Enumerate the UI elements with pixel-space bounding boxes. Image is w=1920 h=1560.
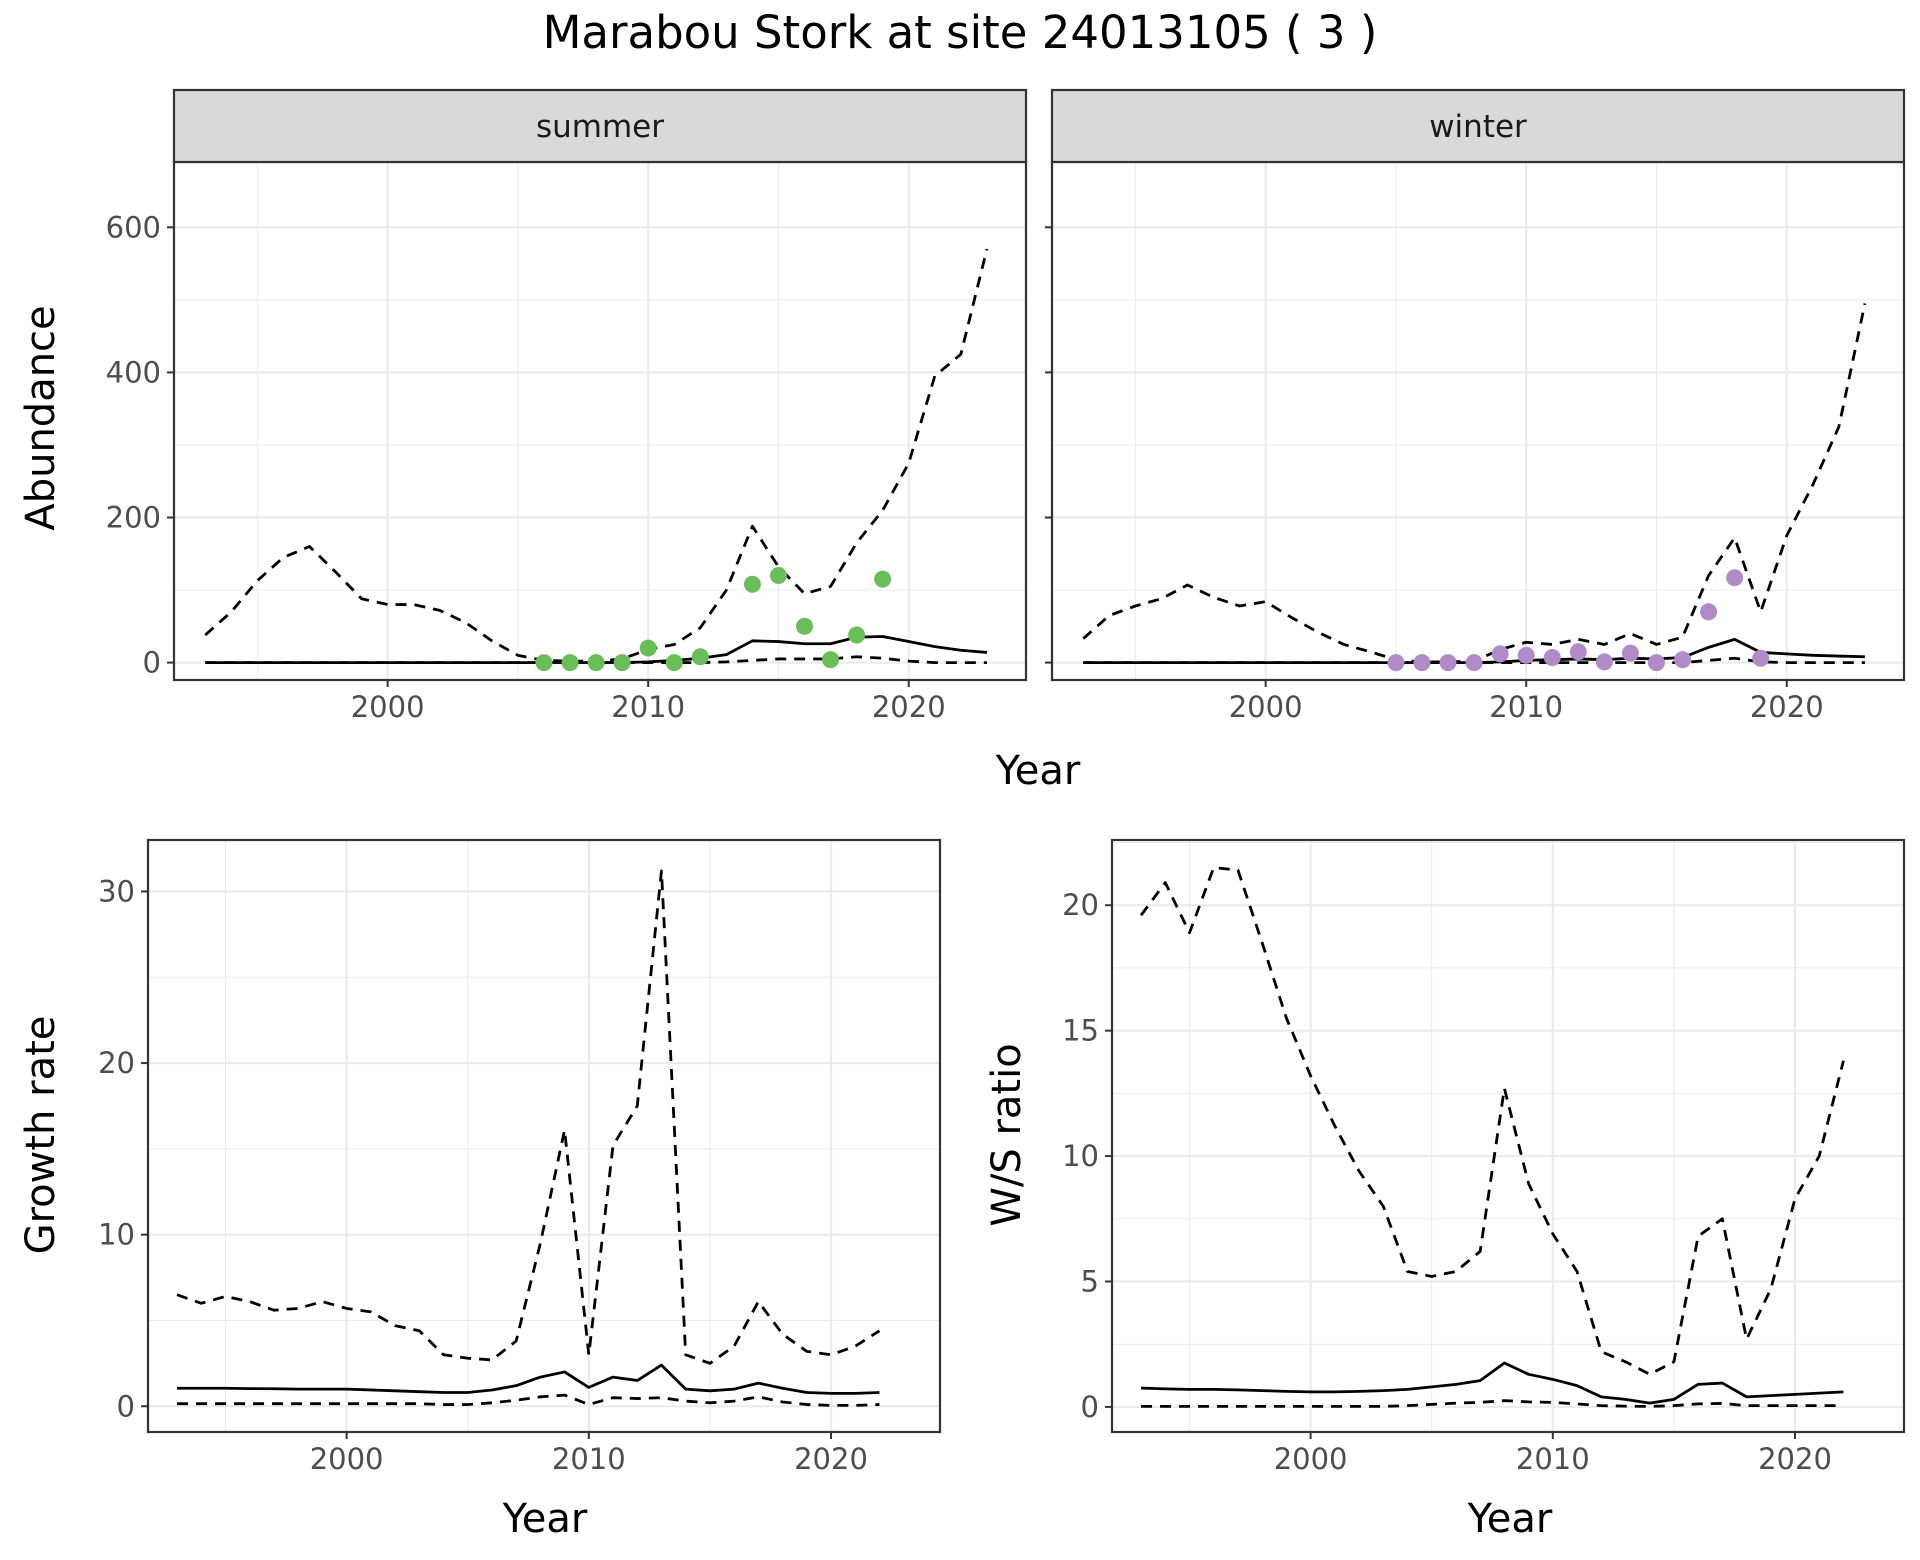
x-tick-label: 2020 (1750, 690, 1824, 724)
data-point (874, 570, 892, 588)
data-point (1674, 651, 1692, 669)
series-line-median (177, 1363, 880, 1395)
x-tick-label: 2000 (351, 690, 425, 724)
abundance-y-axis-title: Abundance (18, 305, 64, 530)
data-point (1439, 654, 1457, 672)
series-line-lower (177, 1393, 880, 1407)
x-tick-label: 2010 (552, 1442, 626, 1476)
y-tick-label: 600 (106, 210, 161, 244)
x-tick-label: 2010 (611, 690, 685, 724)
data-point (796, 617, 814, 635)
y-tick-label: 30 (98, 874, 135, 908)
data-point (1543, 649, 1561, 667)
ratio-x-axis-title: Year (1467, 1496, 1553, 1542)
growth-y-axis-title: Growth rate (18, 1016, 64, 1255)
data-point (1647, 654, 1665, 672)
growth-x-axis-title: Year (502, 1496, 588, 1542)
abundance-x-axis-title: Year (995, 748, 1081, 794)
x-tick-label: 2010 (1516, 1442, 1590, 1476)
data-point (1517, 646, 1535, 664)
series-line-upper (1139, 866, 1845, 1376)
figure-title: Marabou Stork at site 24013105 ( 3 ) (543, 6, 1378, 59)
data-point (691, 648, 709, 666)
data-point (1387, 654, 1405, 672)
data-point (1621, 644, 1639, 662)
x-tick-label: 2000 (1274, 1442, 1348, 1476)
facet-strip-label: winter (1429, 109, 1527, 145)
data-point (1413, 654, 1431, 672)
x-tick-label: 2020 (872, 690, 946, 724)
y-tick-label: 10 (1062, 1139, 1099, 1173)
x-tick-label: 2020 (794, 1442, 868, 1476)
y-tick-label: 15 (1062, 1014, 1099, 1048)
data-point (743, 575, 761, 593)
y-tick-label: 10 (98, 1218, 135, 1252)
data-point (1595, 653, 1613, 671)
panel-abundance-winter: 2000 2010 2020 winter (1045, 88, 1906, 724)
data-point (639, 639, 657, 657)
data-point (1700, 603, 1718, 621)
data-point (587, 654, 605, 672)
series-line-lower (1141, 1399, 1844, 1408)
y-tick-label: 0 (143, 646, 161, 680)
data-point (1491, 645, 1509, 663)
data-point (1726, 569, 1744, 587)
y-tick-label: 20 (98, 1046, 135, 1080)
panel-growth-rate: 2000 2010 2020 0 10 20 30 (98, 838, 942, 1476)
series-line-median (1141, 1361, 1844, 1405)
ratio-y-axis-title: W/S ratio (984, 1043, 1030, 1226)
series-line-upper (176, 869, 881, 1365)
facet-strip (172, 88, 1028, 164)
data-point (822, 651, 840, 669)
data-point (535, 654, 553, 672)
data-point (1465, 654, 1483, 672)
y-tick-label: 0 (117, 1389, 135, 1423)
x-tick-label: 2000 (310, 1442, 384, 1476)
data-point (665, 654, 683, 672)
data-point (613, 654, 631, 672)
data-point (1752, 649, 1770, 667)
data-point (848, 626, 866, 644)
x-tick-label: 2000 (1229, 690, 1303, 724)
data-point (1569, 643, 1587, 661)
y-tick-label: 400 (106, 355, 161, 389)
facet-strip-label: summer (536, 109, 664, 145)
data-point (561, 654, 579, 672)
panel-abundance-summer: 2000 2010 2020 0 200 400 600 summer (106, 88, 1028, 724)
data-point (769, 567, 787, 585)
y-tick-label: 20 (1062, 888, 1099, 922)
panel-ws-ratio: 2000 2010 2020 0 5 10 15 20 (1062, 838, 1906, 1476)
y-tick-label: 0 (1081, 1390, 1099, 1424)
y-tick-label: 200 (106, 500, 161, 534)
panel-border (1110, 838, 1906, 1434)
x-tick-label: 2010 (1489, 690, 1563, 724)
panel-border (146, 838, 942, 1434)
y-tick-label: 5 (1081, 1264, 1099, 1298)
facet-strip (1050, 88, 1906, 164)
x-tick-label: 2020 (1758, 1442, 1832, 1476)
